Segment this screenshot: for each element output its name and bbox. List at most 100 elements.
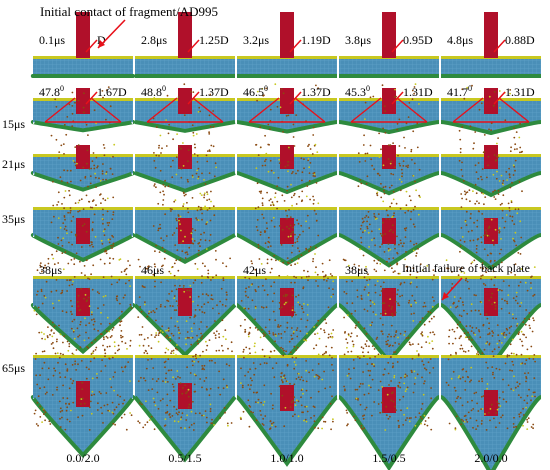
debris-particle — [210, 298, 213, 300]
debris-particle — [121, 340, 123, 343]
debris-particle — [142, 344, 145, 347]
debris-particle — [185, 419, 188, 421]
debris-particle — [266, 227, 268, 230]
debris-particle — [66, 397, 69, 400]
debris-particle — [59, 352, 62, 355]
debris-particle — [373, 168, 376, 171]
debris-particle — [410, 313, 413, 315]
debris-particle — [398, 178, 401, 181]
debris-particle — [271, 201, 274, 204]
debris-particle — [380, 290, 383, 292]
debris-particle — [394, 243, 396, 246]
debris-particle — [485, 313, 488, 315]
debris-particle — [103, 234, 106, 237]
debris-particle — [178, 219, 180, 222]
debris-particle — [66, 169, 69, 172]
debris-particle — [257, 401, 259, 404]
debris-particle — [389, 264, 392, 267]
debris-particle — [389, 248, 392, 251]
debris-particle — [173, 420, 176, 423]
debris-particle — [190, 232, 193, 235]
front-plate — [33, 355, 133, 358]
debris-particle — [190, 336, 193, 339]
debris-particle — [454, 400, 457, 403]
debris-particle — [352, 359, 355, 361]
debris-particle — [394, 300, 397, 303]
debris-particle — [96, 291, 99, 293]
debris-particle — [313, 173, 316, 176]
debris-particle — [282, 92, 285, 95]
debris-particle — [112, 422, 115, 425]
debris-particle — [274, 319, 277, 321]
debris-particle — [203, 231, 206, 234]
back-plate — [440, 171, 542, 198]
debris-particle — [350, 332, 353, 335]
debris-particle — [365, 214, 368, 217]
debris-particle — [405, 204, 408, 207]
debris-particle — [408, 299, 411, 302]
debris-particle — [59, 176, 62, 179]
debris-particle — [471, 84, 473, 87]
debris-particle — [88, 278, 91, 280]
debris-particle — [286, 189, 288, 192]
debris-particle — [303, 419, 305, 422]
debris-particle — [157, 270, 160, 273]
mesh — [339, 98, 439, 133]
debris-particle — [52, 180, 54, 183]
debris-particle — [182, 205, 185, 208]
debris-particle — [493, 301, 496, 304]
debris-particle — [365, 406, 368, 409]
debris-particle — [92, 221, 94, 224]
fragment — [76, 381, 90, 407]
debris-particle — [167, 336, 170, 339]
debris-particle — [94, 338, 97, 341]
debris-particle — [71, 352, 74, 355]
debris-particle — [497, 137, 499, 140]
debris-particle — [212, 145, 215, 148]
fragment — [382, 12, 396, 58]
debris-particle — [379, 246, 381, 248]
front-plate — [441, 207, 541, 210]
debris-particle — [110, 275, 113, 278]
debris-particle — [472, 426, 474, 429]
debris-particle — [63, 207, 65, 210]
debris-particle — [174, 378, 177, 380]
debris-particle — [414, 180, 416, 183]
debris-particle — [498, 229, 500, 232]
debris-particle — [387, 243, 390, 245]
debris-particle — [502, 280, 505, 282]
debris-particle — [414, 416, 417, 418]
debris-particle — [66, 279, 68, 281]
debris-particle — [95, 207, 98, 209]
debris-particle — [127, 260, 129, 262]
debris-particle — [87, 277, 89, 280]
debris-particle — [365, 333, 368, 335]
debris-particle — [396, 263, 398, 266]
debris-particle — [530, 282, 532, 284]
debris-particle — [400, 409, 402, 412]
debris-particle — [343, 385, 345, 388]
debris-particle — [350, 312, 353, 315]
debris-particle — [88, 429, 91, 431]
debris-particle — [346, 342, 349, 344]
debris-particle — [297, 169, 299, 172]
debris-particle — [457, 300, 460, 302]
debris-particle — [421, 376, 423, 379]
debris-particle — [486, 383, 489, 385]
debris-particle — [60, 292, 62, 295]
debris-particle — [405, 388, 408, 391]
debris-particle — [101, 170, 104, 173]
debris-particle — [79, 323, 82, 326]
debris-particle — [390, 380, 392, 382]
debris-particle — [419, 263, 422, 265]
debris-particle — [399, 189, 402, 192]
debris-particle — [137, 316, 140, 318]
debris-particle — [403, 281, 406, 284]
angle-label: 47.80 — [39, 84, 64, 99]
debris-particle — [364, 269, 367, 272]
debris-particle — [312, 195, 314, 198]
debris-particle — [127, 361, 130, 363]
debris-particle — [217, 386, 220, 389]
debris-particle — [475, 248, 478, 250]
debris-particle — [309, 162, 312, 164]
